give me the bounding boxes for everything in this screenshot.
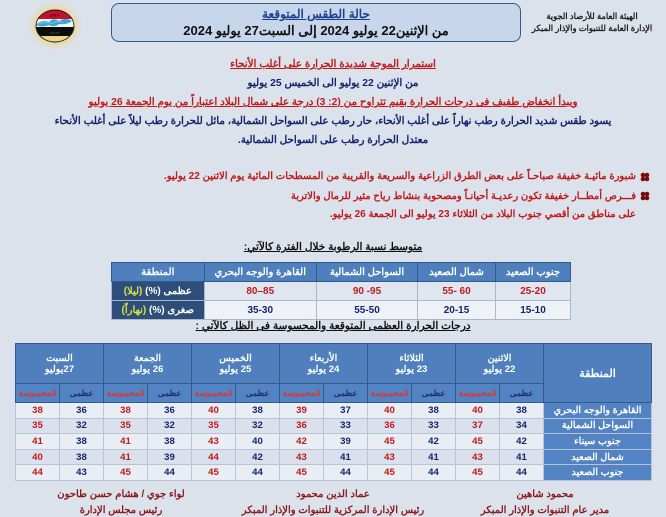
svg-text:EGYPT: EGYPT [50,31,60,35]
svg-text:EMA: EMA [50,14,59,18]
